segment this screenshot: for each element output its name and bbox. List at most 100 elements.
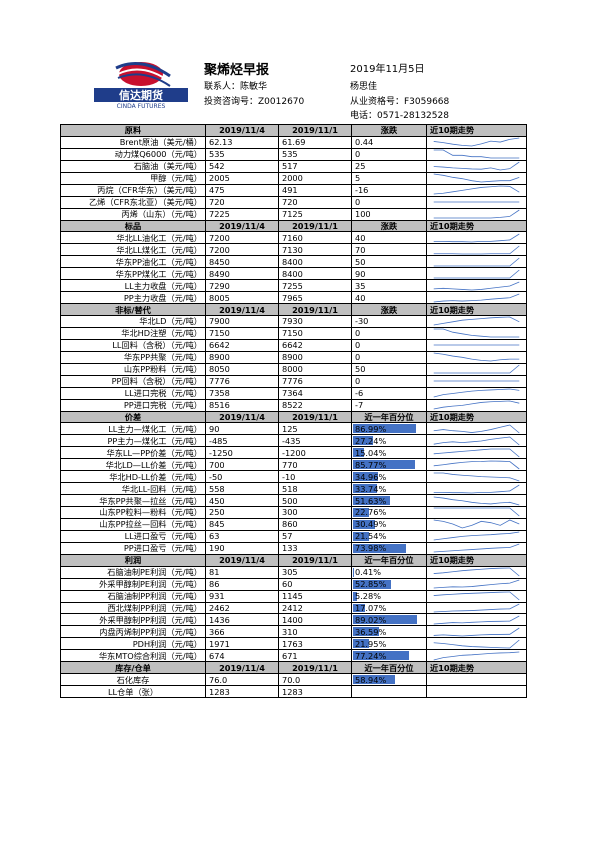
percentile-bar	[353, 519, 375, 529]
row-label: 甲醇（元/吨）	[60, 171, 206, 185]
sparkline-path	[434, 604, 520, 612]
value-current: 1283	[205, 685, 279, 698]
value-previous: 518	[278, 482, 352, 496]
row-label: 山东PP粉料（元/吨）	[60, 362, 206, 376]
sparkline-path	[434, 497, 520, 505]
sparkline-cell	[426, 506, 527, 519]
value-current: 8490	[205, 267, 279, 281]
percentile-bar	[353, 472, 379, 482]
change-value: 0	[351, 350, 427, 364]
row-label: LL仓单（张）	[60, 685, 206, 698]
sparkline-path	[434, 425, 520, 433]
section-header-cell: 2019/11/4	[205, 124, 279, 137]
value-current: 542	[205, 159, 279, 173]
percentile-cell: 5.28%	[351, 589, 427, 603]
table-row: 华东MTO综合利润（元/吨） 674 671 77.24%	[60, 649, 527, 663]
section-header-cell: 2019/11/1	[278, 553, 352, 567]
sparkline-path	[434, 652, 520, 660]
percentile-bar	[353, 603, 366, 613]
value-current: 535	[205, 147, 279, 161]
percentile-text: 33.74%	[355, 483, 387, 494]
value-current: 8900	[205, 350, 279, 364]
percentile-bar	[353, 615, 418, 625]
sparkline	[430, 376, 523, 386]
table-row: 华东PP油化工（元/吨） 8450 8400 50	[60, 255, 527, 269]
sparkline-path	[434, 461, 520, 469]
sparkline-cell	[426, 470, 527, 484]
sparkline-cell	[426, 183, 527, 197]
row-label: 外采甲醇制PE利润（元/吨）	[60, 577, 206, 591]
section-header-cell: 库存/仓单	[60, 661, 206, 675]
row-label: Brent原油（美元/桶）	[60, 135, 206, 149]
sparkline-path	[434, 520, 520, 528]
percentile-bar	[353, 639, 369, 649]
percentile-bar	[353, 496, 391, 505]
sparkline-path	[434, 365, 520, 373]
table-row: PP主力—煤化工（元/吨） -485 -435 27.24%	[60, 434, 527, 448]
sparkline-cell	[426, 637, 527, 651]
value-previous: 1400	[278, 613, 352, 627]
value-current: -50	[205, 470, 279, 484]
value-previous: 8522	[278, 398, 352, 412]
percentile-cell: 0.41%	[351, 565, 427, 579]
sparkline-path	[434, 138, 520, 146]
percentile-cell: 85.77%	[351, 458, 427, 472]
sparkline-path	[434, 246, 520, 254]
row-label: PP主力—煤化工（元/吨）	[60, 434, 206, 448]
value-previous: 300	[278, 506, 352, 519]
table-row: 华北LD—LL价差（元/吨） 700 770 85.77%	[60, 458, 527, 472]
value-previous: 491	[278, 183, 352, 197]
sparkline	[430, 233, 523, 243]
sparkline	[430, 579, 523, 589]
value-previous: 1283	[278, 685, 352, 698]
change-value: 50	[351, 362, 427, 376]
table-row: LL回料（含税）（元/吨） 6642 6642 0	[60, 338, 527, 352]
value-previous: 70.0	[278, 673, 352, 687]
percentile-text: 51.63%	[355, 495, 387, 506]
percentile-text: 85.77%	[355, 459, 387, 470]
row-label: 西北煤制PP利润（元/吨）	[60, 601, 206, 615]
section-header-cell: 涨跌	[351, 303, 427, 316]
table-row: 石化库存 76.0 70.0 58.94%	[60, 673, 527, 687]
sparkline-path	[434, 485, 520, 493]
percentile-bar	[353, 627, 380, 637]
sparkline-path	[434, 294, 520, 302]
section-header-cell: 2019/11/4	[205, 553, 279, 567]
sparkline-cell	[426, 171, 527, 185]
section-header-cell: 原料	[60, 124, 206, 137]
table-row: 外采甲醇制PE利润（元/吨） 86 60 52.85%	[60, 577, 527, 591]
value-current: 7200	[205, 243, 279, 257]
table-row: 西北煤制PP利润（元/吨） 2462 2412 17.07%	[60, 601, 527, 615]
section-header-cell: 2019/11/1	[278, 410, 352, 424]
percentile-text: 34.96%	[355, 471, 387, 482]
value-current: 700	[205, 458, 279, 472]
change-value: 0.44	[351, 135, 427, 149]
row-label: 石化库存	[60, 673, 206, 687]
table-row: 华北LL煤化工（元/吨） 7200 7130 70	[60, 243, 527, 257]
row-label: 华东PP共聚（元/吨）	[60, 350, 206, 364]
sparkline	[430, 293, 523, 303]
sparkline	[430, 603, 523, 613]
value-current: 1971	[205, 637, 279, 651]
row-label: LL进口盈亏（元/吨）	[60, 529, 206, 543]
sparkline	[430, 615, 523, 625]
sparkline-cell	[426, 326, 527, 340]
percentile-cell: 33.74%	[351, 482, 427, 496]
row-label: 石脑油制PE利润（元/吨）	[60, 565, 206, 579]
value-current: -1250	[205, 446, 279, 460]
phone-number: 电话：0571-28132528	[350, 111, 449, 121]
table-row: 华北HD-LL价差（元/吨） -50 -10 34.96%	[60, 470, 527, 484]
value-previous: 8400	[278, 255, 352, 269]
sparkline-path	[434, 186, 520, 194]
sparkline-cell	[426, 315, 527, 328]
section-header-cell: 近10期走势	[426, 219, 527, 233]
sparkline-cell	[426, 517, 527, 531]
value-previous: 671	[278, 649, 352, 663]
value-current: 62.13	[205, 135, 279, 149]
section-header-cell: 近10期走势	[426, 661, 527, 675]
person-name: 杨思佳	[350, 82, 378, 92]
table-row: LL主力收盘（元/吨） 7290 7255 35	[60, 279, 527, 293]
value-current: 6642	[205, 338, 279, 352]
change-value: 35	[351, 279, 427, 293]
percentile-text: 15.04%	[355, 447, 387, 458]
